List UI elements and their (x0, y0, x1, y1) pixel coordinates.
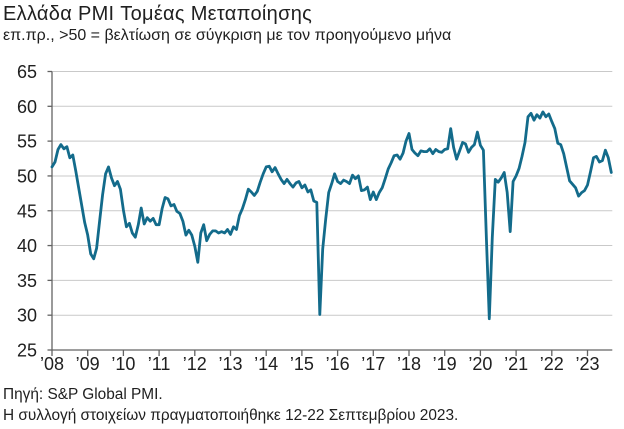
svg-text:’17: ’17 (361, 354, 385, 374)
svg-text:’15: ’15 (290, 354, 314, 374)
svg-text:50: 50 (17, 166, 37, 186)
svg-text:’08: ’08 (40, 354, 64, 374)
svg-text:’09: ’09 (76, 354, 100, 374)
svg-text:’16: ’16 (326, 354, 350, 374)
svg-text:25: 25 (17, 341, 37, 361)
svg-text:’20: ’20 (468, 354, 492, 374)
svg-text:’22: ’22 (540, 354, 564, 374)
svg-text:’12: ’12 (183, 354, 207, 374)
svg-text:40: 40 (17, 236, 37, 256)
svg-text:55: 55 (17, 132, 37, 152)
svg-text:65: 65 (17, 62, 37, 82)
svg-text:30: 30 (17, 306, 37, 326)
svg-text:’19: ’19 (433, 354, 457, 374)
svg-text:’23: ’23 (575, 354, 599, 374)
svg-text:’18: ’18 (397, 354, 421, 374)
svg-text:’13: ’13 (218, 354, 242, 374)
svg-text:35: 35 (17, 271, 37, 291)
svg-text:’14: ’14 (254, 354, 278, 374)
svg-text:45: 45 (17, 201, 37, 221)
svg-text:’21: ’21 (504, 354, 528, 374)
svg-text:’11: ’11 (148, 354, 171, 374)
svg-text:60: 60 (17, 97, 37, 117)
svg-text:’10: ’10 (111, 354, 135, 374)
